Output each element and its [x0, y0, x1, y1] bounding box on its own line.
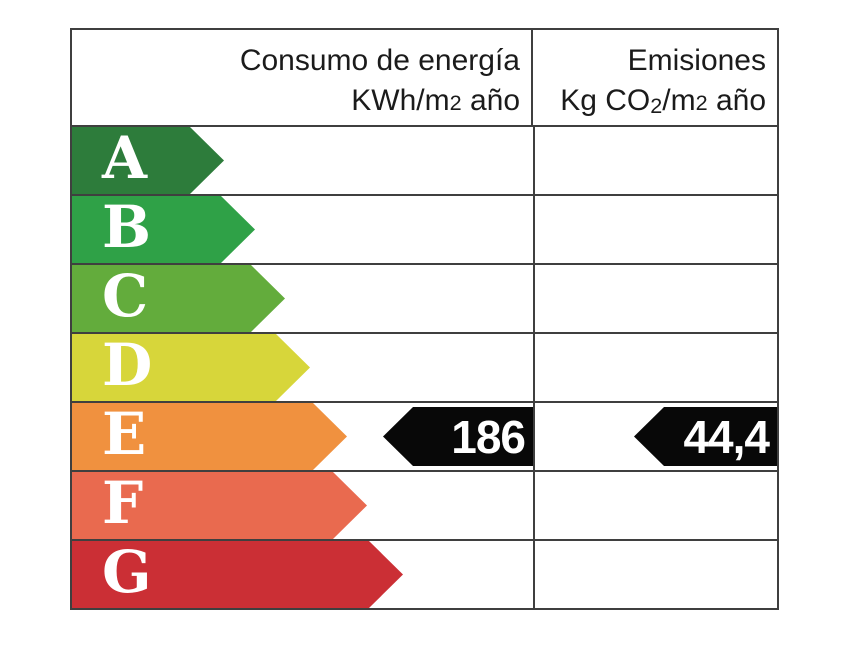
consumption-value-arrow: 186: [383, 407, 533, 466]
header-emissions-column: Emisiones Kg CO2/m2 año: [533, 30, 775, 125]
rating-arrow-G: G: [72, 541, 403, 608]
rating-row-D: D: [72, 332, 777, 401]
column-divider: [533, 403, 535, 470]
rating-arrow-E: E: [72, 403, 347, 470]
column-divider: [533, 472, 535, 539]
rating-arrow-A: A: [72, 127, 224, 194]
consumption-header-line1: Consumo de energía: [239, 44, 520, 77]
rating-row-G: G: [72, 539, 777, 608]
column-divider: [533, 265, 535, 332]
rating-letter: A: [102, 123, 148, 192]
rating-row-C: C: [72, 263, 777, 332]
column-divider: [533, 196, 535, 263]
rating-row-E: E 186 44,4: [72, 401, 777, 470]
rating-letter: F: [102, 468, 144, 537]
rating-arrow-C: C: [72, 265, 285, 332]
table-header: Consumo de energía KWh/m2 año Emisiones …: [72, 30, 777, 125]
rating-row-F: F: [72, 470, 777, 539]
emissions-header-line1: Emisiones: [627, 44, 766, 77]
rating-letter: B: [102, 192, 152, 261]
column-divider: [533, 334, 535, 401]
column-divider: [533, 127, 535, 194]
rating-letter: C: [102, 261, 149, 330]
emissions-value-arrow: 44,4: [634, 407, 777, 466]
header-consumption-column: Consumo de energía KWh/m2 año: [72, 30, 533, 125]
rating-letter: E: [102, 399, 147, 468]
co2-subscript: 2: [650, 93, 663, 119]
rating-arrow-D: D: [72, 334, 310, 401]
rating-rows: A B C D E 186 44,4 F G: [72, 125, 777, 608]
rating-letter: D: [102, 330, 153, 399]
column-divider: [533, 541, 535, 608]
rating-row-A: A: [72, 125, 777, 194]
energy-rating-table: Consumo de energía KWh/m2 año Emisiones …: [70, 28, 779, 610]
emissions-value: 44,4: [683, 410, 770, 463]
consumption-value: 186: [451, 410, 526, 463]
squared-exponent: 2: [449, 90, 462, 115]
rating-arrow-B: B: [72, 196, 255, 263]
consumption-header-line2: KWh/m2 año: [351, 84, 520, 117]
rating-letter: G: [102, 537, 152, 606]
rating-arrow-F: F: [72, 472, 367, 539]
squared-exponent: 2: [695, 90, 708, 115]
emissions-header-line2: Kg CO2/m2 año: [560, 84, 766, 119]
rating-row-B: B: [72, 194, 777, 263]
